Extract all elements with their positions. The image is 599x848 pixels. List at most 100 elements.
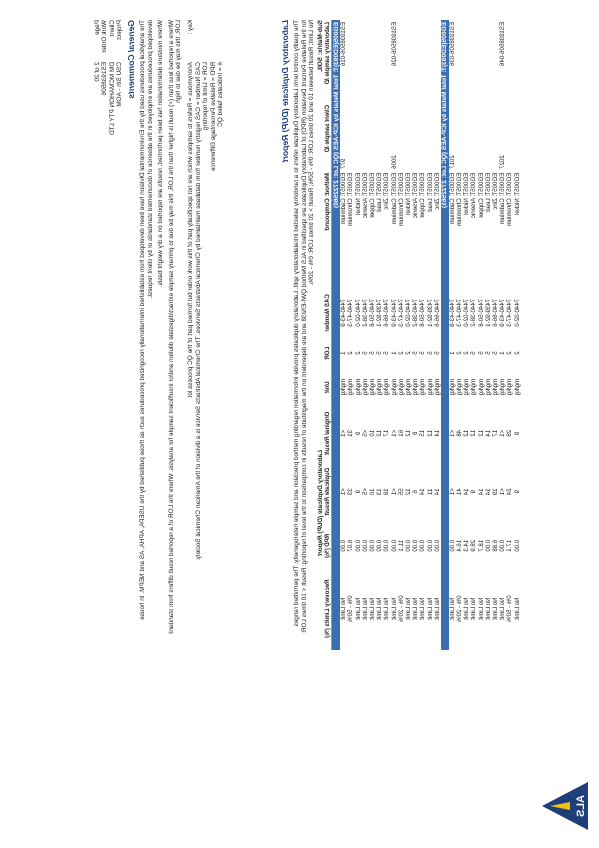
column-header: CAS Number <box>324 286 332 340</box>
cell: 5 <box>412 351 420 355</box>
cell: No Limit <box>499 597 507 620</box>
cell: 1 <box>390 351 398 355</box>
cell: No Limit <box>361 597 369 620</box>
cell: 12 <box>404 488 412 496</box>
column-header: Duplicate Result <box>324 459 332 525</box>
cell <box>485 20 492 103</box>
cell: <1 <box>499 488 507 496</box>
header-row: Project CSU Sth - AOM <box>116 20 123 135</box>
cell: 18.7 <box>477 539 485 552</box>
cell: 7440-50-8 <box>419 298 427 327</box>
cell: No Limit <box>390 597 398 620</box>
dup-text: The quality control term Laboratory Dupl… <box>293 20 316 635</box>
table-row: EG005T: Lead 7439-92-1 5 mg/kg 12 13 0.00 No Li… <box>376 20 383 650</box>
cell: 12 <box>463 429 471 437</box>
cell <box>405 20 412 103</box>
cell: 7440-47-3 <box>347 298 355 327</box>
cell: 5 <box>470 351 478 355</box>
cell <box>376 103 383 171</box>
table-row: EG005T: Copper 7440-50-8 5 mg/kg 10 10 0.00 No … <box>369 20 376 650</box>
cell: 1 <box>340 351 348 355</box>
key-line: RPD = Relative Percentage Difference <box>209 62 217 172</box>
cell: 7440-50-8 <box>477 298 485 327</box>
cell: 5 <box>376 351 384 355</box>
header-row: Work Order ES1938506 <box>101 20 108 135</box>
cell: <1 <box>448 429 456 437</box>
cell: 5 <box>492 351 500 355</box>
cell <box>478 20 485 103</box>
value: SOIL <box>317 56 324 72</box>
cell: <1 <box>499 429 507 437</box>
table-row: EG005T: Chromium 7440-47-3 2 mg/kg 48 41 16.4 0… <box>456 20 463 650</box>
cell: mg/kg <box>347 378 355 396</box>
cell: mg/kg <box>499 378 507 396</box>
cell: 14 <box>433 488 441 496</box>
cell <box>506 20 513 103</box>
cell: 15 <box>419 429 427 437</box>
table-row: ES1938506-016 977 EG005T: Cadmium 7440-43-9… <box>340 20 347 650</box>
cell: No Limit <box>448 597 456 620</box>
cell: EG005T: Nickel <box>463 172 471 215</box>
cell: 0.00 <box>404 539 412 552</box>
logo: ALS <box>542 782 588 830</box>
cell: EG005T: Cadmium <box>340 172 348 225</box>
cell: 14 <box>433 429 441 437</box>
cell: 13 <box>376 488 384 496</box>
cell: 6.88 <box>492 539 500 552</box>
cell: No Limit <box>354 597 362 620</box>
cell <box>383 20 390 103</box>
cell <box>456 103 463 171</box>
cell: EG005T: Chromium <box>347 172 355 227</box>
cell <box>470 20 477 103</box>
header-value: ES1938506 <box>101 62 109 96</box>
cell <box>376 20 383 103</box>
cell: EG005T: Chromium <box>456 172 464 227</box>
cell: 0% - 20% <box>456 595 464 622</box>
cell: 2 <box>347 351 355 355</box>
cell: No Limit <box>419 597 427 620</box>
cell: 24 <box>506 488 514 496</box>
key-label: Key : <box>186 20 194 35</box>
cell: 7440-50-8 <box>369 298 377 327</box>
cell: 9 <box>354 490 362 494</box>
cell: mg/kg <box>419 378 427 396</box>
cell <box>463 103 470 171</box>
cell: 9 <box>354 431 362 435</box>
cell: 14 <box>484 429 492 437</box>
key-line: # = Indicates failed QC <box>217 62 225 127</box>
table-row: EG005T: Chromium 7440-47-3 2 mg/kg 61 55 11.1 0… <box>398 20 405 650</box>
header-label: Work Order <box>101 20 109 53</box>
cell: 2 <box>404 351 412 355</box>
section-title: EG005(ED093)T: Total Metals by ICP-AES (… <box>440 20 449 650</box>
table-row: EG005T: Arsenic 7440-38-2 5 mg/kg 8 6 0.00 No L… <box>412 20 419 650</box>
cell: 14 <box>463 488 471 496</box>
cell: No Limit <box>484 597 492 620</box>
cell: 7440-47-3 <box>456 298 464 327</box>
cell: No Limit <box>412 597 420 620</box>
cell: mg/kg <box>340 378 348 396</box>
header-label: Project <box>116 20 124 40</box>
cell: mg/kg <box>404 378 412 396</box>
cell: 0.00 <box>390 539 398 552</box>
table-row: EG005T: Nickel 7440-02-0 2 mg/kg 12 14 14.3 No … <box>463 20 470 650</box>
paragraph: Where moisture determination has been pe… <box>157 20 165 288</box>
cell: EG005T: Nickel <box>404 172 412 215</box>
cell: 5 <box>361 351 369 355</box>
cell: mg/kg <box>369 378 377 396</box>
cell: 7440-66-6 <box>433 298 441 327</box>
cell: EG005T: Cadmium <box>390 172 398 225</box>
table-row: EG005T: Lead 7439-92-1 5 mg/kg 12 11 0.00 No Li… <box>426 20 434 650</box>
cell: No Limit <box>463 597 471 620</box>
cell <box>362 103 369 171</box>
cell <box>419 20 426 103</box>
cell <box>355 20 362 103</box>
cell: No Limit <box>369 597 377 620</box>
cell: 977 <box>340 158 348 169</box>
cell: 2 <box>397 351 405 355</box>
cell: mg/kg <box>492 378 500 396</box>
cell: 7440-43-9 <box>340 298 348 327</box>
table-row: EG005T: Lead 7439-92-1 5 mg/kg 14 14 0.00 No Li… <box>485 20 492 650</box>
cell: mg/kg <box>448 378 456 396</box>
cell: 0.00 <box>361 539 369 552</box>
table-row: EG005T: Zinc 7440-66-6 5 mg/kg 17 18 0.00 No Li… <box>383 20 390 650</box>
